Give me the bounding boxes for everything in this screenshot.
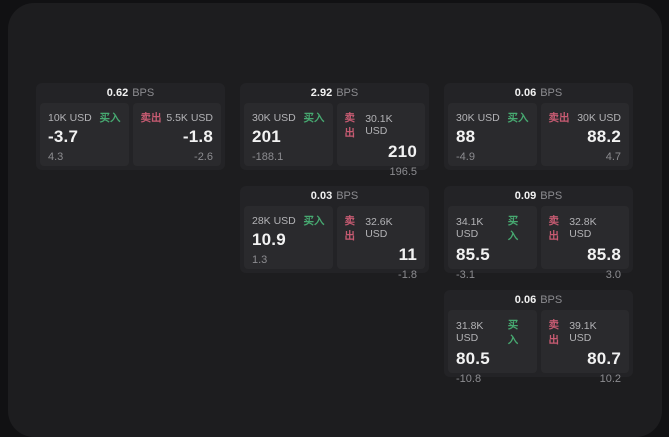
bps-value: 0.06 [514, 87, 537, 99]
sell-price: 85.8 [587, 245, 621, 264]
bps-unit-label: BPS [540, 190, 563, 202]
bps-value: 0.03 [310, 190, 333, 202]
sell-delta: -1.8 [398, 269, 417, 281]
sell-panel[interactable]: 卖出 30K USD 88.2 4.7 [540, 103, 629, 166]
quote-card: 0.06 BPS 31.8K USD 买入 80.5 -10.8 卖出 39.1… [444, 290, 633, 385]
sell-amount: 30.1K USD [365, 113, 393, 137]
bps-unit-label: BPS [132, 87, 155, 99]
bps-value: 0.09 [514, 190, 537, 202]
sell-price: -1.8 [182, 127, 213, 146]
buy-panel[interactable]: 28K USD 买入 10.9 1.3 [244, 206, 333, 269]
sell-side-label: 卖出 [140, 112, 162, 124]
card-header: 0.03 BPS [244, 186, 425, 206]
buy-panel[interactable]: 30K USD 买入 88 -4.9 [448, 103, 537, 166]
buy-panel[interactable]: 30K USD 买入 201 -188.1 [244, 103, 333, 166]
buy-side-label: 买入 [507, 319, 519, 346]
buy-price: 201 [252, 127, 281, 146]
buy-side-label: 买入 [507, 112, 529, 124]
sell-delta: 196.5 [389, 166, 417, 178]
card-header: 0.62 BPS [40, 83, 221, 103]
buy-delta: -3.1 [456, 269, 475, 281]
sell-panel[interactable]: 卖出 39.1K USD 80.7 10.2 [540, 310, 629, 385]
buy-price: 88 [456, 127, 476, 146]
sell-side-label: 卖出 [344, 215, 356, 242]
buy-delta: -10.8 [456, 373, 482, 385]
card-header: 0.06 BPS [448, 83, 629, 103]
buy-side-label: 买入 [303, 112, 325, 124]
sell-amount: 32.6K USD [365, 216, 393, 240]
sell-price: 80.7 [587, 349, 621, 368]
card-header: 2.92 BPS [244, 83, 425, 103]
bps-unit-label: BPS [336, 190, 359, 202]
sell-price: 11 [398, 245, 417, 264]
bps-unit-label: BPS [336, 87, 359, 99]
sell-delta: 10.2 [599, 373, 621, 385]
buy-panel[interactable]: 31.8K USD 买入 80.5 -10.8 [448, 310, 537, 385]
sell-panel[interactable]: 卖出 32.6K USD 11 -1.8 [336, 206, 425, 281]
buy-amount: 30K USD [252, 111, 296, 124]
buy-delta: 1.3 [252, 254, 268, 266]
buy-price: 85.5 [456, 245, 490, 264]
buy-amount: 30K USD [456, 111, 500, 124]
buy-panel[interactable]: 34.1K USD 买入 85.5 -3.1 [448, 206, 537, 281]
quote-card: 0.62 BPS 10K USD 买入 -3.7 4.3 卖出 5.5K USD… [36, 83, 225, 170]
buy-price: 10.9 [252, 230, 286, 249]
sell-price: 88.2 [587, 127, 621, 146]
quote-card: 2.92 BPS 30K USD 买入 201 -188.1 卖出 30.1K … [240, 83, 429, 178]
bps-unit-label: BPS [540, 294, 563, 306]
card-header: 0.09 BPS [448, 186, 629, 206]
sell-delta: 3.0 [605, 269, 621, 281]
buy-side-label: 买入 [99, 112, 121, 124]
buy-delta: 4.3 [48, 151, 64, 163]
quote-card: 0.09 BPS 34.1K USD 买入 85.5 -3.1 卖出 32.8K… [444, 186, 633, 281]
bps-value: 0.62 [106, 87, 129, 99]
sell-panel[interactable]: 卖出 5.5K USD -1.8 -2.6 [132, 103, 221, 166]
sell-side-label: 卖出 [548, 319, 560, 346]
sell-amount: 30K USD [577, 111, 621, 124]
buy-panel[interactable]: 10K USD 买入 -3.7 4.3 [40, 103, 129, 166]
sell-panel[interactable]: 卖出 32.8K USD 85.8 3.0 [540, 206, 629, 281]
buy-amount: 10K USD [48, 111, 92, 124]
bps-value: 2.92 [310, 87, 333, 99]
quote-board: 0.62 BPS 10K USD 买入 -3.7 4.3 卖出 5.5K USD… [8, 3, 662, 437]
buy-amount: 31.8K USD [456, 320, 484, 344]
buy-delta: -4.9 [456, 151, 475, 163]
sell-delta: 4.7 [605, 151, 621, 163]
buy-amount: 34.1K USD [456, 216, 484, 240]
sell-amount: 5.5K USD [166, 111, 213, 124]
buy-amount: 28K USD [252, 214, 296, 227]
sell-amount: 32.8K USD [569, 216, 597, 240]
buy-price: -3.7 [48, 127, 79, 146]
quote-card: 0.06 BPS 30K USD 买入 88 -4.9 卖出 30K USD 8… [444, 83, 633, 170]
bps-unit-label: BPS [540, 87, 563, 99]
buy-price: 80.5 [456, 349, 490, 368]
sell-amount: 39.1K USD [569, 320, 597, 344]
sell-panel[interactable]: 卖出 30.1K USD 210 196.5 [336, 103, 425, 178]
quote-card: 0.03 BPS 28K USD 买入 10.9 1.3 卖出 32.6K US… [240, 186, 429, 281]
sell-side-label: 卖出 [344, 112, 356, 139]
sell-side-label: 卖出 [548, 215, 560, 242]
buy-side-label: 买入 [507, 215, 519, 242]
card-header: 0.06 BPS [448, 290, 629, 310]
buy-delta: -188.1 [252, 151, 284, 163]
bps-value: 0.06 [514, 294, 537, 306]
sell-delta: -2.6 [194, 151, 213, 163]
sell-price: 210 [388, 142, 417, 161]
sell-side-label: 卖出 [548, 112, 570, 124]
buy-side-label: 买入 [303, 215, 325, 227]
